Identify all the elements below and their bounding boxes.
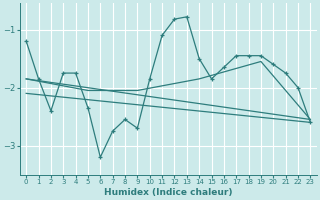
X-axis label: Humidex (Indice chaleur): Humidex (Indice chaleur) [104,188,233,197]
